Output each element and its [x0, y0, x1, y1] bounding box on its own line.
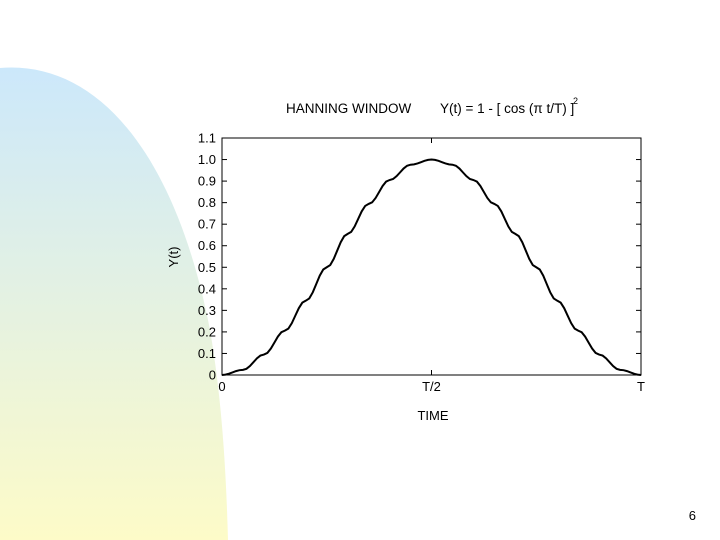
decorative-gradient-shape — [0, 67, 228, 540]
tick-group — [221, 137, 642, 376]
plot-frame — [221, 137, 642, 376]
chart-title-name: HANNING WINDOW — [286, 101, 411, 116]
chart-title-exponent: 2 — [573, 96, 578, 106]
tick-label-group: 0 0.1 0.2 0.3 0.4 0.5 0.6 0.7 0.8 0.9 1.0 1.1 0 T/2 T — [198, 131, 645, 395]
x-tick-label: T/2 — [422, 379, 441, 394]
y-tick-label: 0.8 — [198, 195, 216, 210]
y-axis-label: Y(t) — [166, 247, 181, 268]
y-tick-label: 0.1 — [198, 346, 216, 361]
chart-title: HANNING WINDOW — [286, 101, 411, 116]
y-tick-label: 0.3 — [198, 303, 216, 318]
y-tick-label: 0 — [209, 368, 216, 383]
chart-title-formula: Y(t) = 1 - [ cos (π t/T) ] — [440, 101, 574, 116]
y-tick-label: 1.1 — [198, 131, 216, 146]
y-tick-label: 1.0 — [198, 152, 216, 167]
x-axis-label: TIME — [417, 408, 448, 423]
x-tick-label: 0 — [218, 379, 225, 394]
hanning-curve — [221, 158, 642, 376]
y-tick-label: 0.5 — [198, 260, 216, 275]
y-tick-label: 0.2 — [198, 324, 216, 339]
y-tick-label: 0.9 — [198, 174, 216, 189]
page-number: 6 — [688, 508, 696, 523]
y-tick-label: 0.7 — [198, 217, 216, 232]
y-tick-label: 0.4 — [198, 281, 216, 296]
x-tick-label: T — [637, 379, 645, 394]
y-tick-label: 0.6 — [198, 238, 216, 253]
